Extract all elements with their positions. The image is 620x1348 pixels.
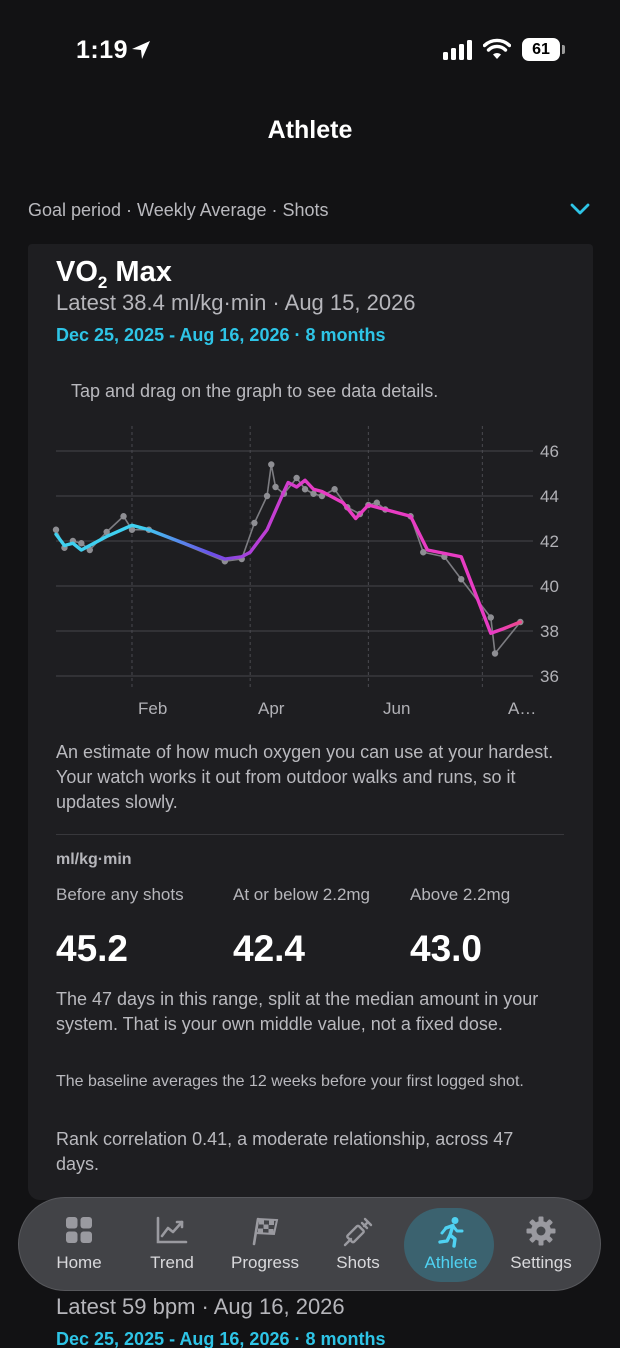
stat-value-above: 43.0 [410,928,483,969]
next-card-latest: Latest 59 bpm · Aug 16, 2026 [56,1294,345,1319]
metric-description: An estimate of how much oxygen you can u… [56,742,554,812]
stat-label-before: Before any shots [56,885,184,904]
raw-data-point [301,486,309,493]
tab-settings[interactable]: Settings [494,1198,588,1292]
y-tick-label: 46 [540,442,559,461]
home-grid-icon [66,1217,92,1243]
tab-label: Home [56,1253,102,1272]
tab-label: Progress [230,1253,300,1272]
stat-label-below: At or below 2.2mg [233,885,371,904]
tab-bar: Home Trend Progress Shots [18,1197,601,1291]
raw-data-point [458,576,465,583]
raw-data-point [491,650,499,657]
tab-progress[interactable]: Progress [218,1198,312,1292]
raw-data-point [272,483,279,491]
raw-data-point [263,492,271,500]
units-label: ml/kg·min [56,851,132,868]
raw-data-point [52,526,60,533]
raw-data-point [293,474,300,482]
average-series-line [54,478,523,635]
raw-data-point [78,540,85,547]
raw-data-point [318,492,326,500]
raw-data-point [373,499,381,506]
status-bar: 1:19 61 [0,0,620,100]
status-time: 1:19 [76,36,129,64]
goal-period-label: Goal period · Weekly Average · Shots [28,200,329,220]
chevron-down-icon[interactable] [570,202,590,216]
active-tab-highlight [404,1208,494,1282]
y-tick-label: 42 [540,532,559,551]
tab-label: Settings [510,1253,572,1272]
correlation-note: Rank correlation 0.41, a moderate relati… [56,1129,514,1174]
stat-value-before: 45.2 [56,928,129,969]
chart-hint: Tap and drag on the graph to see data de… [71,381,439,401]
page-title: Athlete [267,116,353,144]
raw-data-point [128,526,136,533]
tab-label: Shots [336,1253,380,1272]
x-tick-label: A… [508,699,536,718]
vo2max-card: VO2 Max Latest 38.4 ml/kg·min · Aug 15, … [28,244,593,1200]
tab-label: Athlete [424,1253,478,1272]
goal-period-selector[interactable]: Goal period · Weekly Average · Shots [28,200,594,224]
x-tick-label: Feb [138,699,167,718]
metric-title: VO2 Max [56,256,172,292]
divider [56,834,564,835]
location-arrow-icon [132,41,150,59]
raw-data-point [331,486,338,493]
y-tick-label: 36 [540,667,559,686]
date-range: Dec 25, 2025 - Aug 16, 2026 · 8 months [56,325,386,345]
raw-data-point [310,490,317,497]
syringe-icon [343,1217,373,1247]
tab-shots[interactable]: Shots [311,1198,405,1292]
y-tick-label: 40 [540,577,559,596]
raw-data-point [268,461,275,468]
latest-value: Latest 38.4 ml/kg·min · Aug 15, 2026 [56,290,416,315]
tab-home[interactable]: Home [32,1198,126,1292]
gear-icon [526,1216,556,1246]
trend-chart-icon [156,1216,188,1244]
stat-label-above: Above 2.2mg [410,885,511,904]
runner-icon [438,1217,464,1248]
y-tick-label: 38 [540,622,559,641]
raw-data-point [487,614,494,621]
raw-series-line [55,463,521,655]
stat-value-below: 42.4 [233,928,306,969]
wifi-icon [483,38,511,59]
y-tick-label: 44 [540,487,559,506]
tab-trend[interactable]: Trend [125,1198,219,1292]
raw-data-point [86,546,93,554]
raw-data-point [103,528,110,536]
tab-label: Trend [150,1253,194,1272]
checkered-flag-icon [252,1217,279,1246]
x-tick-label: Jun [383,699,410,718]
split-explanation: The 47 days in this range, split at the … [56,989,539,1034]
vo2max-chart[interactable]: 46 44 42 40 38 36 Feb Apr Jun A… [28,420,593,730]
raw-data-point [120,513,127,520]
tab-athlete[interactable]: Athlete [404,1198,498,1292]
battery-tip [562,45,565,54]
raw-data-point [251,519,258,527]
battery-indicator: 61 [522,38,560,61]
baseline-note: The baseline averages the 12 weeks befor… [56,1073,524,1090]
raw-data-point [420,549,427,556]
x-tick-label: Apr [258,699,285,718]
next-card-range: Dec 25, 2025 - Aug 16, 2026 · 8 months [56,1329,386,1348]
cellular-signal-icon [443,40,472,60]
